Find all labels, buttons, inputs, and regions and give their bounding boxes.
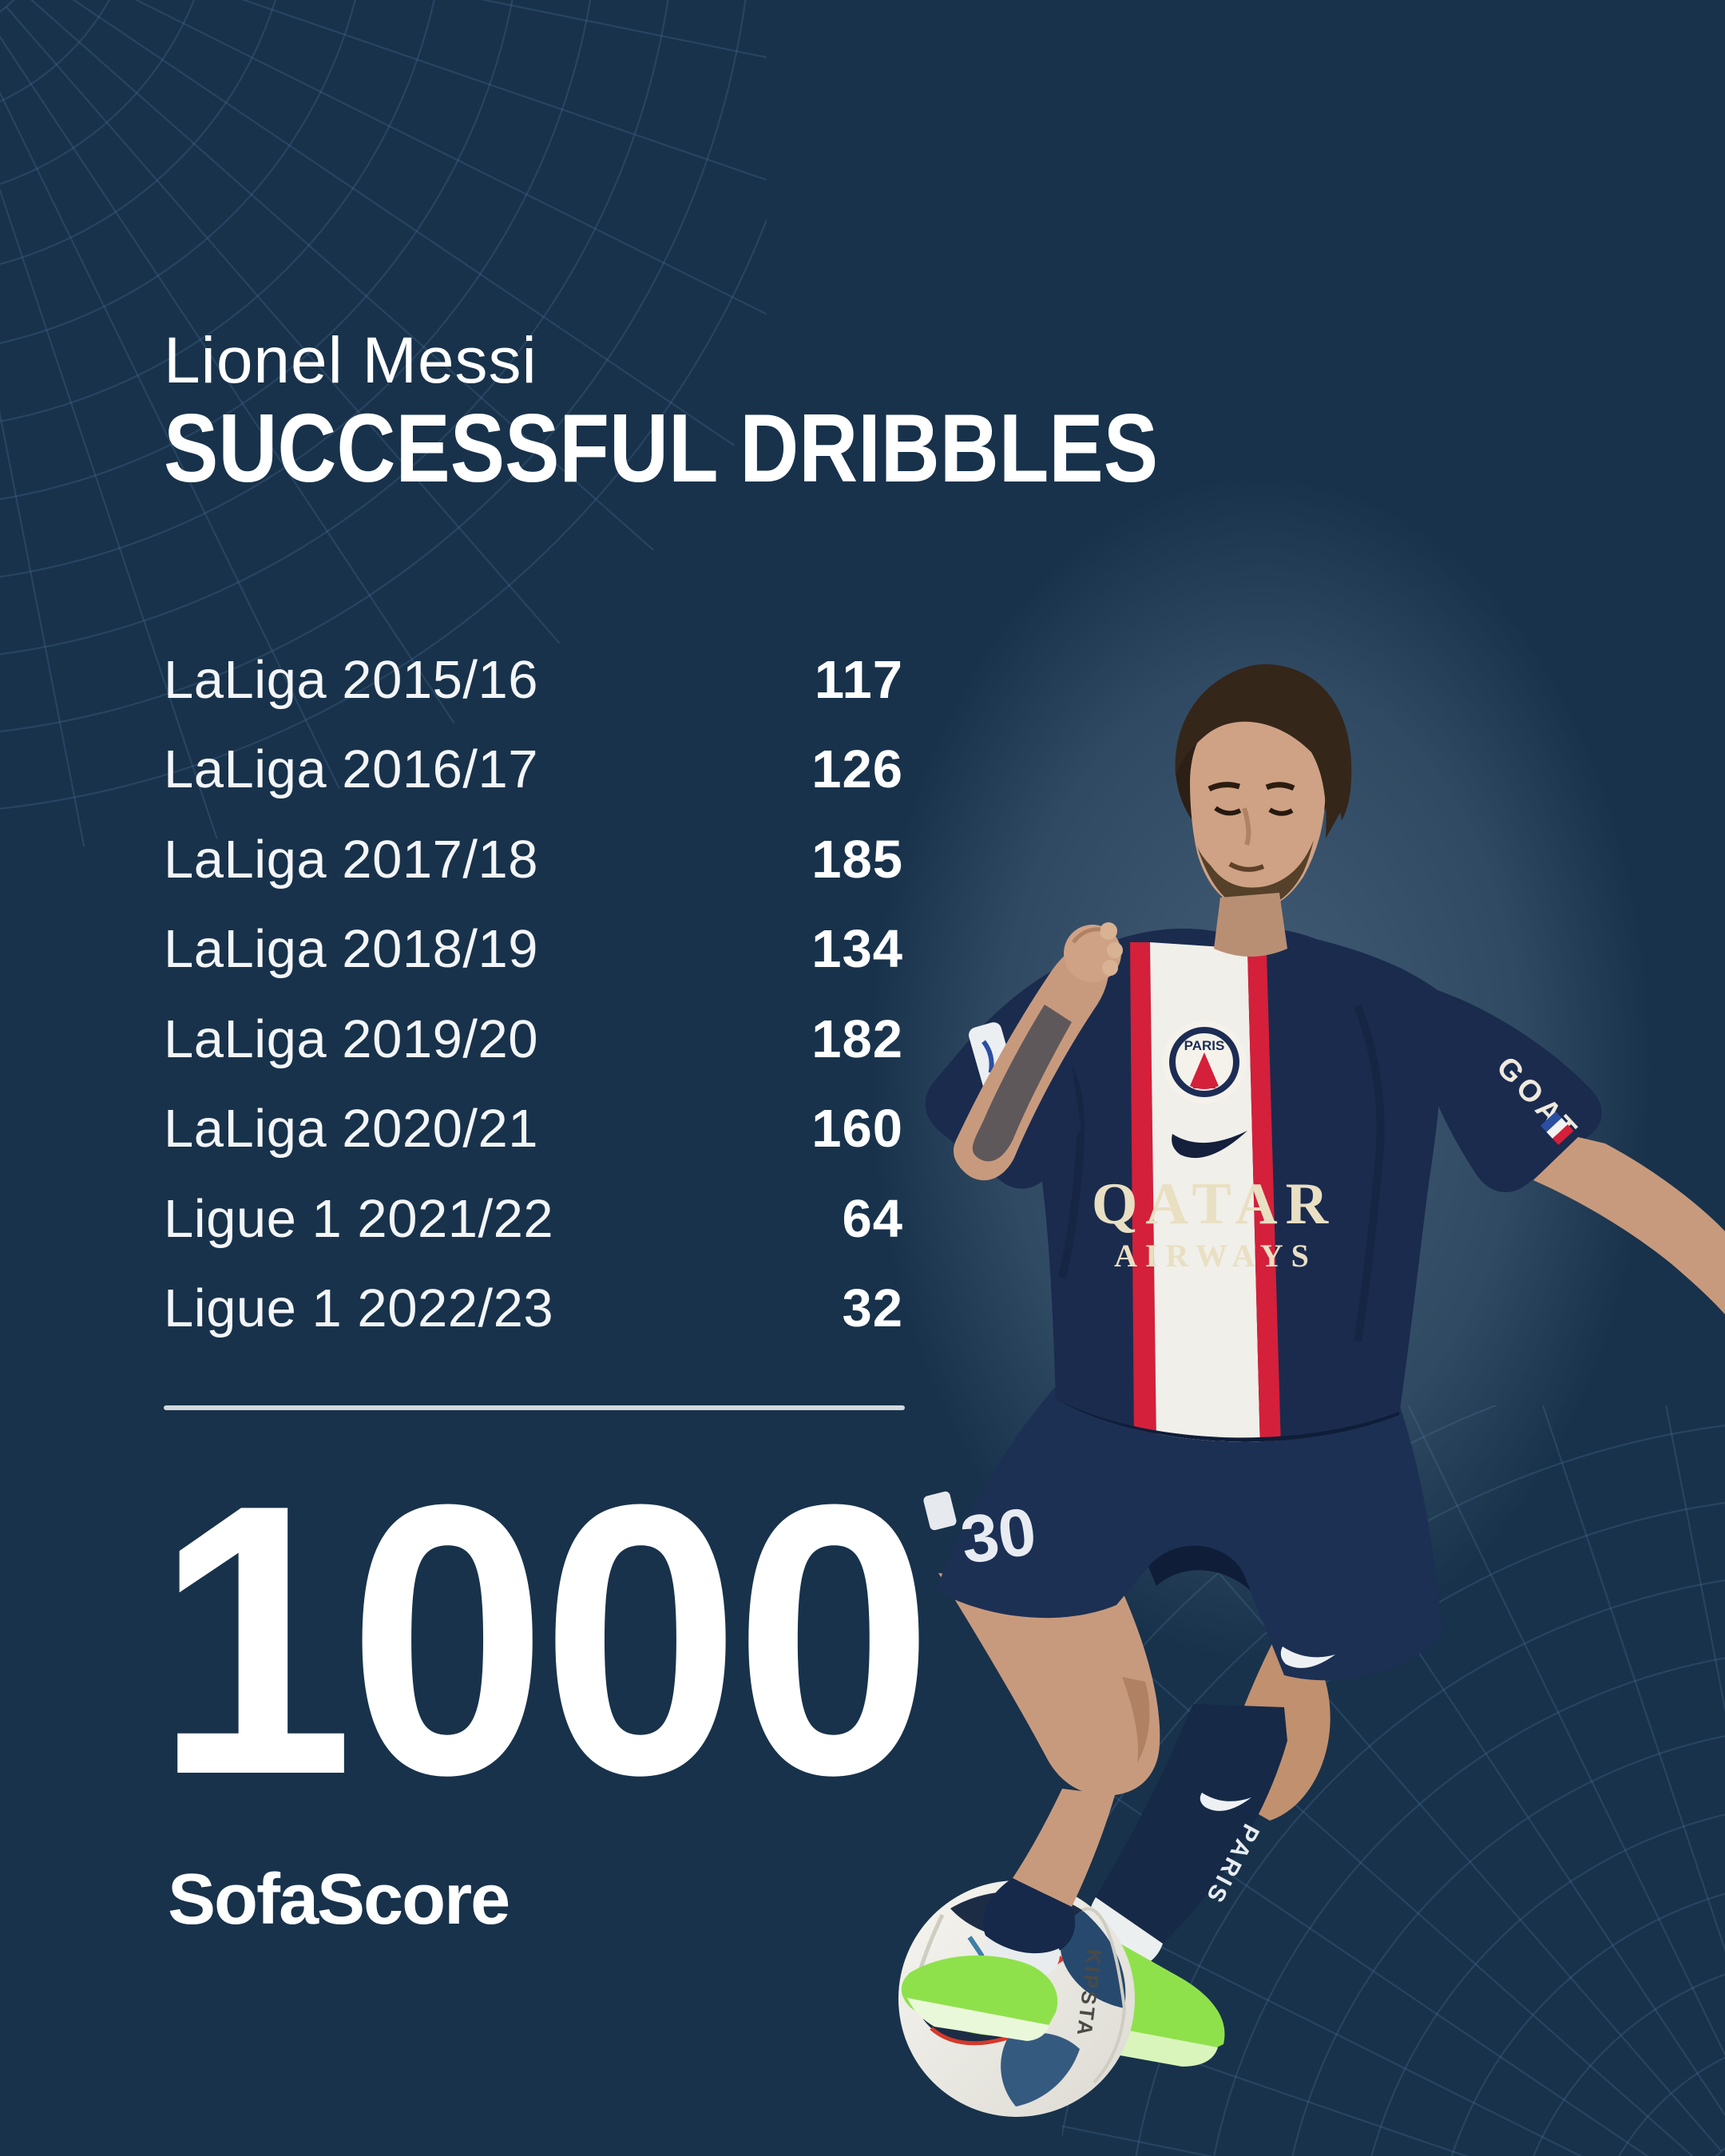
stat-value: 64: [842, 1188, 903, 1249]
stat-row: LaLiga 2020/21 160: [164, 1084, 903, 1175]
front-leg: [901, 1573, 1160, 2041]
stat-season-label: LaLiga 2016/17: [164, 739, 538, 800]
shorts-patch: [923, 1491, 957, 1531]
nike-swoosh-icon: [1172, 1131, 1247, 1159]
france-flag-patch: [1540, 1112, 1574, 1145]
corner-mesh-top-left: [0, 0, 767, 846]
raised-arm: [925, 922, 1123, 1189]
player-name: Lionel Messi: [164, 324, 537, 397]
stat-season-label: Ligue 1 2021/22: [164, 1188, 554, 1249]
left-arm: GOAT: [1425, 990, 1725, 1314]
stat-row: LaLiga 2016/17 126: [164, 725, 903, 815]
stat-season-label: LaLiga 2020/21: [164, 1099, 538, 1159]
stat-value: 32: [842, 1278, 903, 1339]
stats-list: LaLiga 2015/16 117 LaLiga 2016/17 126 La…: [164, 635, 903, 1353]
stat-value: 117: [814, 649, 903, 710]
stat-value: 185: [811, 829, 903, 890]
stat-row: LaLiga 2018/19 134: [164, 905, 903, 995]
stat-value: 126: [811, 739, 903, 800]
sponsor-line1: QATAR: [1092, 1171, 1336, 1237]
stat-value: 160: [811, 1099, 903, 1159]
stat-season-label: Ligue 1 2022/23: [164, 1278, 554, 1339]
stat-value: 134: [811, 919, 903, 980]
stat-season-label: LaLiga 2015/16: [164, 649, 538, 710]
stat-season-label: LaLiga 2017/18: [164, 829, 538, 890]
stat-row: Ligue 1 2021/22 64: [164, 1174, 903, 1264]
stat-row: LaLiga 2017/18 185: [164, 814, 903, 905]
sofascore-logo: SofaScore: [168, 1860, 510, 1940]
divider-line: [164, 1405, 905, 1410]
stat-season-label: LaLiga 2019/20: [164, 1009, 538, 1069]
total-dribbles-value: 1000: [155, 1425, 934, 1855]
psg-crest: PARIS: [1163, 1021, 1246, 1104]
stat-season-label: LaLiga 2018/19: [164, 919, 538, 980]
sponsor-line2: AIRWAYS: [1114, 1238, 1317, 1274]
stat-row: LaLiga 2015/16 117: [164, 635, 903, 725]
player-photo: PARIS KIPSTA 30: [898, 664, 1725, 2117]
stat-row: LaLiga 2019/20 182: [164, 994, 903, 1084]
stat-row: Ligue 1 2022/23 32: [164, 1264, 903, 1354]
page-title: SUCCESSFUL DRIBBLES: [164, 394, 1159, 502]
jersey: PARIS QATAR AIRWAYS: [1035, 928, 1442, 1442]
stat-value: 182: [811, 1009, 903, 1069]
svg-text:PARIS: PARIS: [1184, 1038, 1225, 1053]
shorts: 30: [923, 1386, 1442, 1681]
player-head: [1175, 664, 1352, 957]
sponsor-wordmark: QATAR AIRWAYS: [1092, 1171, 1336, 1274]
shorts-number: 30: [956, 1493, 1041, 1578]
